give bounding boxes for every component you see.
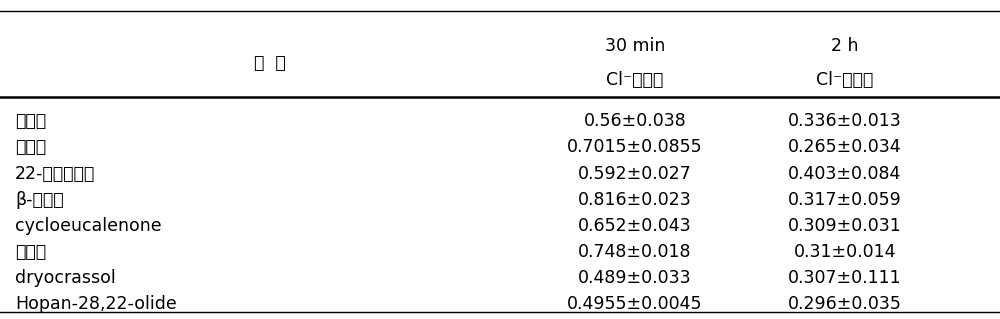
Text: 0.652±0.043: 0.652±0.043 (578, 217, 692, 235)
Text: 0.56±0.038: 0.56±0.038 (584, 112, 686, 130)
Text: 22-羟基何伯烷: 22-羟基何伯烷 (15, 165, 95, 182)
Text: β-谷甸醇: β-谷甸醇 (15, 191, 64, 209)
Text: 0.816±0.023: 0.816±0.023 (578, 191, 692, 209)
Text: 0.309±0.031: 0.309±0.031 (788, 217, 902, 235)
Text: 0.296±0.035: 0.296±0.035 (788, 295, 902, 313)
Text: 0.265±0.034: 0.265±0.034 (788, 138, 902, 156)
Text: 0.31±0.014: 0.31±0.014 (794, 243, 896, 261)
Text: 0.336±0.013: 0.336±0.013 (788, 112, 902, 130)
Text: 2 h: 2 h (831, 37, 859, 55)
Text: 0.489±0.033: 0.489±0.033 (578, 269, 692, 287)
Text: Cl⁻吸光度: Cl⁻吸光度 (606, 71, 664, 89)
Text: 0.748±0.018: 0.748±0.018 (578, 243, 692, 261)
Text: 里白烯: 里白烯 (15, 138, 46, 156)
Text: Cl⁻吸光度: Cl⁻吸光度 (816, 71, 874, 89)
Text: 0.7015±0.0855: 0.7015±0.0855 (567, 138, 703, 156)
Text: 30 min: 30 min (605, 37, 665, 55)
Text: 模型组: 模型组 (15, 112, 46, 130)
Text: 泽屋莖: 泽屋莖 (15, 243, 46, 261)
Text: Hopan-28,22-olide: Hopan-28,22-olide (15, 295, 177, 313)
Text: 分  组: 分 组 (254, 54, 286, 72)
Text: 0.317±0.059: 0.317±0.059 (788, 191, 902, 209)
Text: 0.403±0.084: 0.403±0.084 (788, 165, 902, 182)
Text: 0.4955±0.0045: 0.4955±0.0045 (567, 295, 703, 313)
Text: cycloeucalenone: cycloeucalenone (15, 217, 162, 235)
Text: dryocrassol: dryocrassol (15, 269, 116, 287)
Text: 0.307±0.111: 0.307±0.111 (788, 269, 902, 287)
Text: 0.592±0.027: 0.592±0.027 (578, 165, 692, 182)
